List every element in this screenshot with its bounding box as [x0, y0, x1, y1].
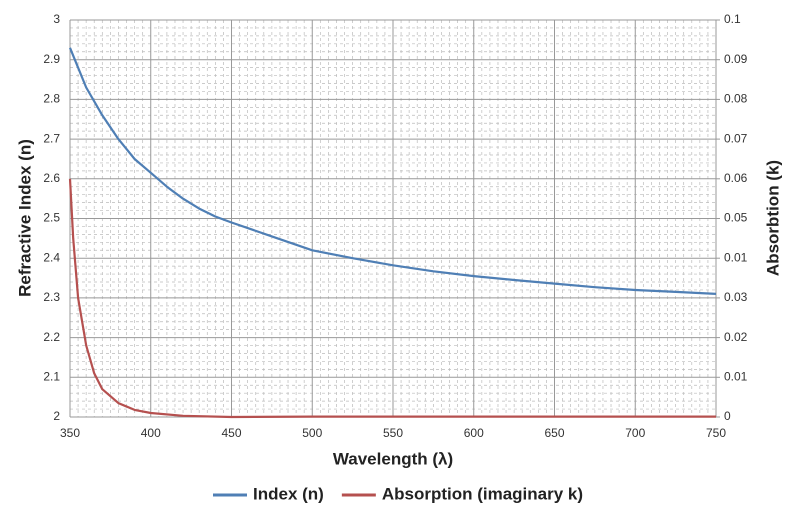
y2-axis-title: Absorbtion (k)	[763, 160, 782, 276]
y-axis-title: Refractive Index (n)	[15, 139, 34, 297]
y2-tick-label: 0.06	[724, 171, 748, 185]
x-tick-label: 450	[221, 426, 241, 440]
y2-tick-label: 0.09	[724, 52, 748, 66]
x-tick-label: 750	[706, 426, 726, 440]
y2-tick-label: 0.07	[724, 131, 748, 145]
y-tick-label: 2.6	[43, 171, 60, 185]
y-tick-label: 2.8	[43, 92, 60, 106]
y2-tick-label: 0.02	[724, 330, 748, 344]
x-tick-label: 350	[60, 426, 80, 440]
y2-tick-label: 0.05	[724, 211, 748, 225]
legend-label: Absorption (imaginary k)	[382, 484, 583, 503]
x-axis-title: Wavelength (λ)	[333, 449, 453, 468]
y2-tick-label: 0.1	[724, 12, 741, 26]
y-tick-label: 2.7	[43, 131, 60, 145]
y-tick-label: 2.4	[43, 250, 60, 264]
y2-tick-label: 0.03	[724, 290, 748, 304]
x-tick-label: 550	[383, 426, 403, 440]
y-tick-label: 2	[53, 409, 60, 423]
legend-label: Index (n)	[253, 484, 324, 503]
y-tick-label: 2.3	[43, 290, 60, 304]
data-line	[68, 47, 717, 295]
x-tick-label: 700	[625, 426, 645, 440]
y-tick-label: 2.5	[43, 211, 60, 225]
y2-tick-label: 0.01	[724, 369, 748, 383]
y-tick-label: 2.9	[43, 52, 60, 66]
x-tick-label: 650	[544, 426, 564, 440]
y-tick-label: 2.1	[43, 369, 60, 383]
data-line	[68, 178, 716, 419]
y-tick-label: 2.2	[43, 330, 60, 344]
y2-tick-label: 0.01	[724, 250, 748, 264]
x-tick-label: 500	[302, 426, 322, 440]
y-tick-label: 3	[53, 12, 60, 26]
x-tick-label: 600	[464, 426, 484, 440]
y2-tick-label: 0.08	[724, 92, 748, 106]
x-tick-label: 400	[141, 426, 161, 440]
y2-tick-label: 0	[724, 409, 731, 423]
